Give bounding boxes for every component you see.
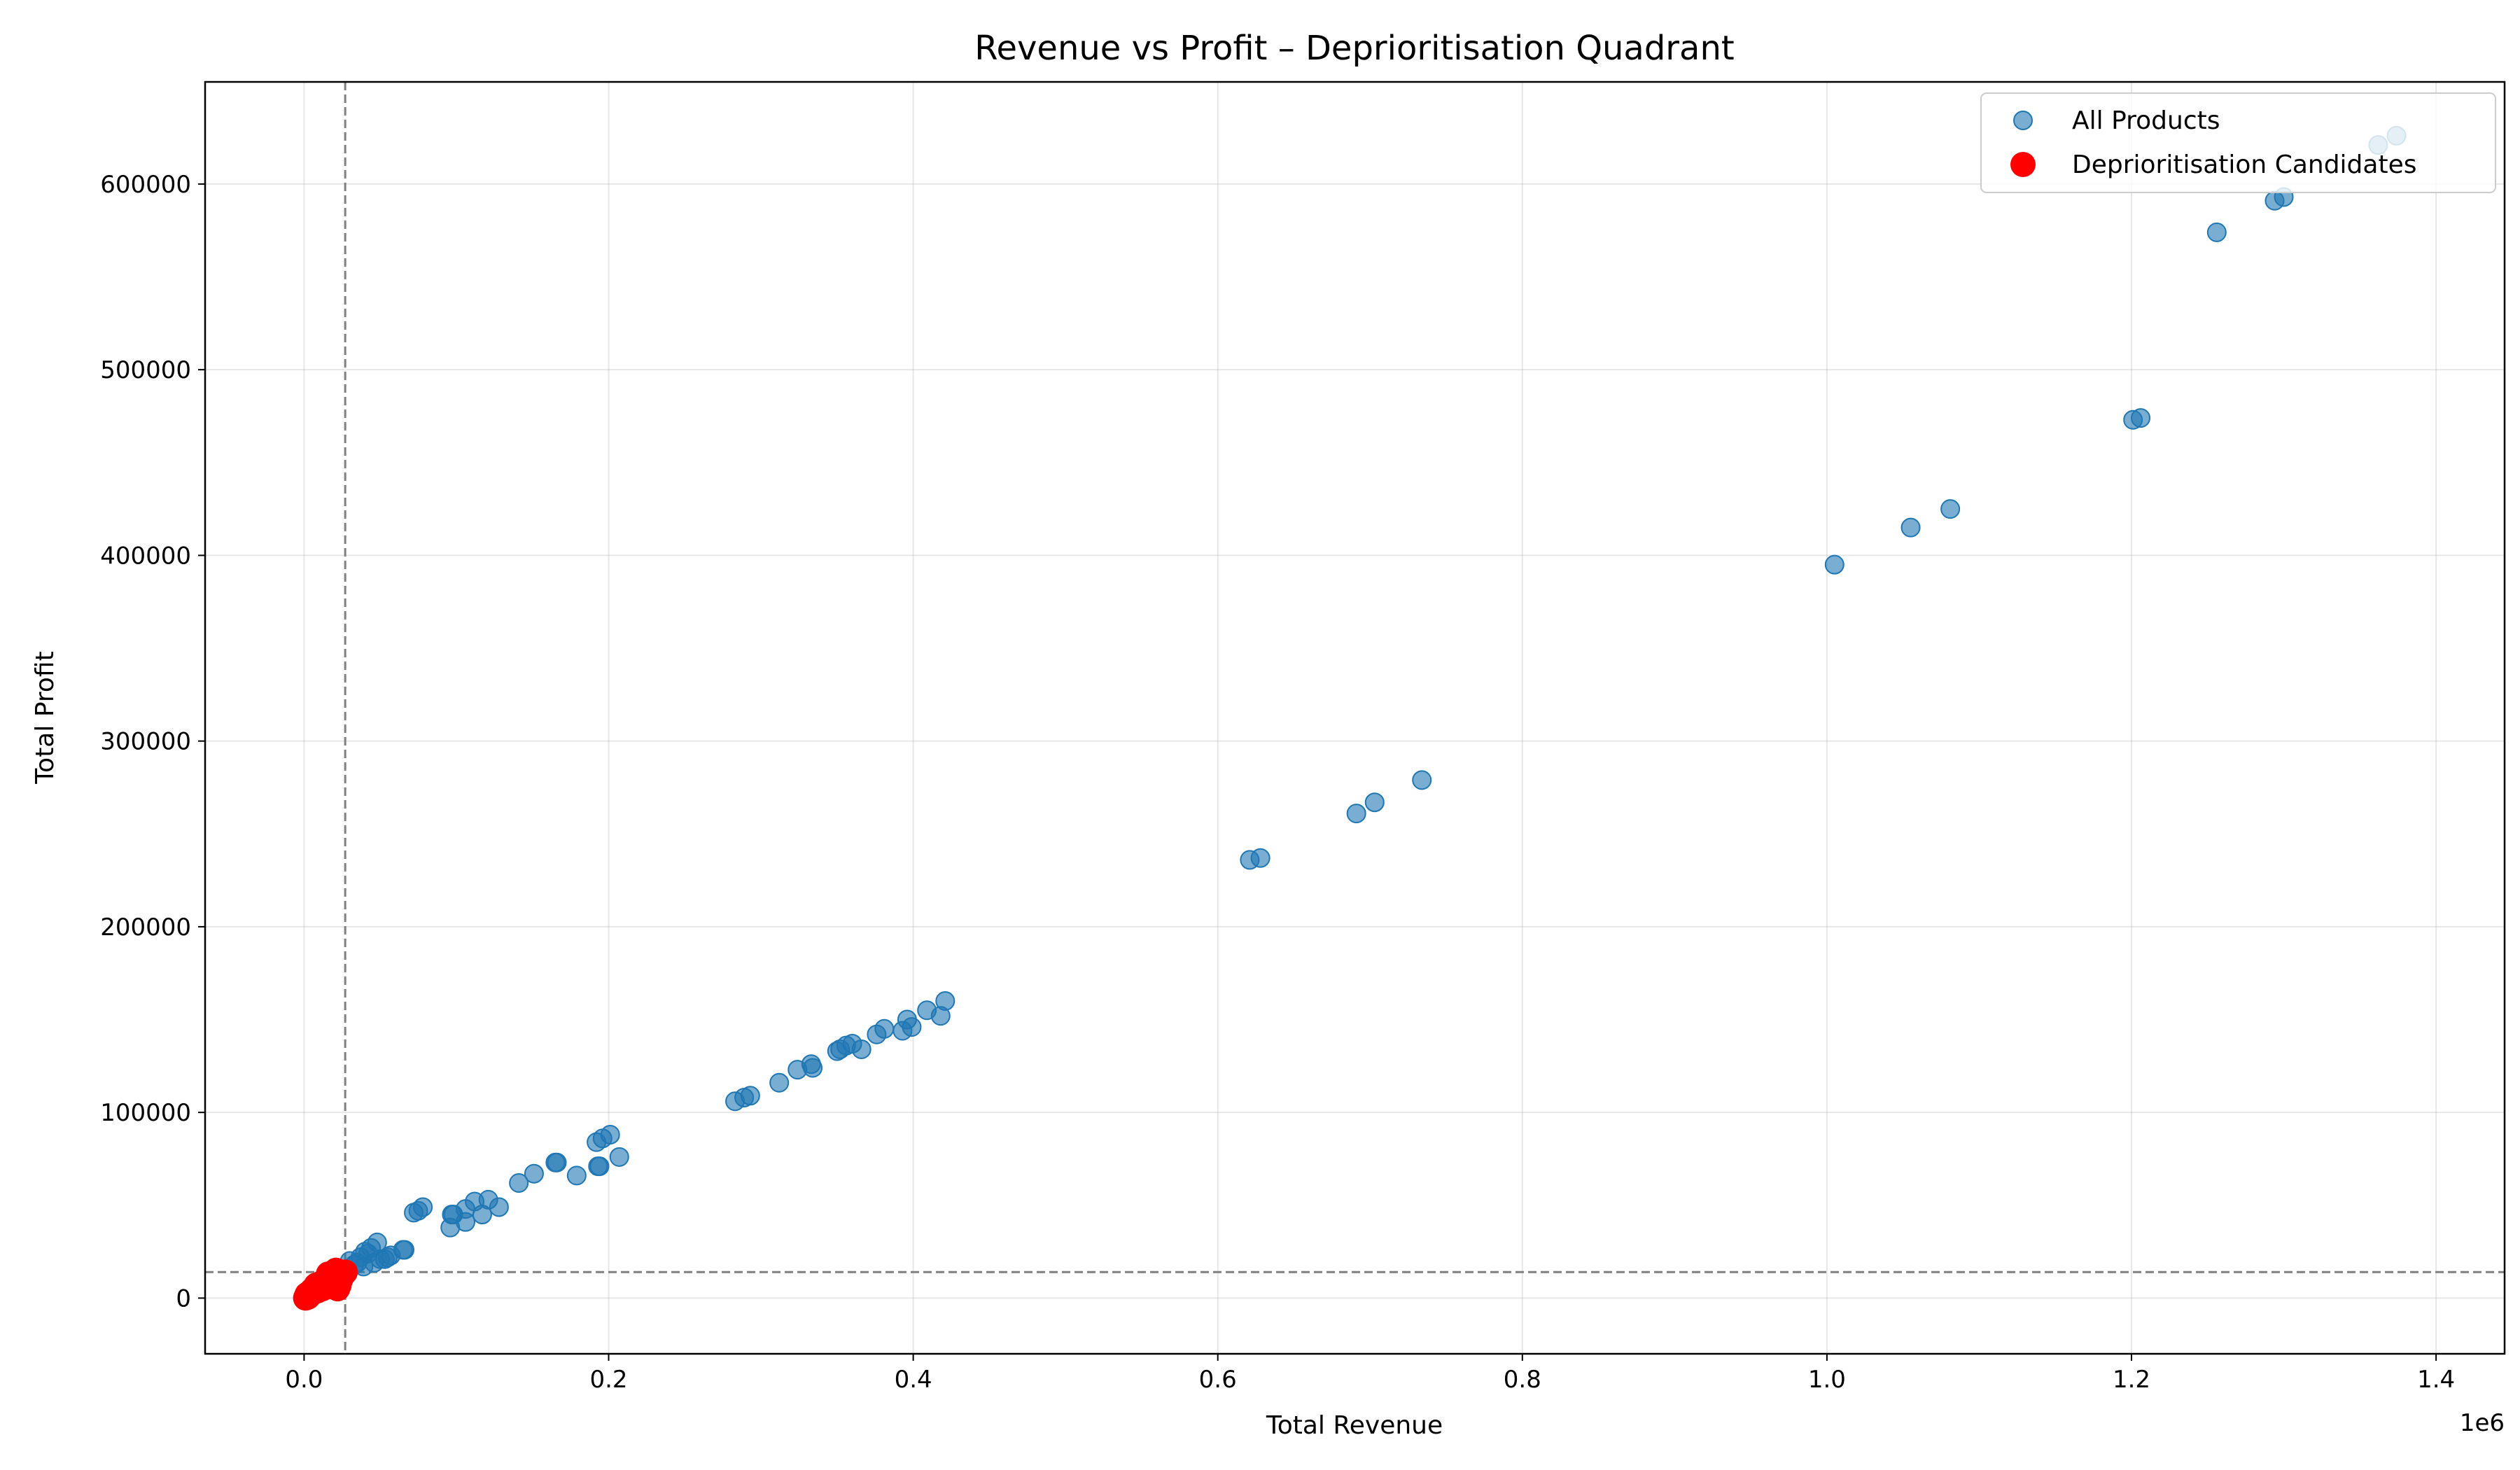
data-point-all-products: [1240, 850, 1260, 870]
x-tick-label: 0.4: [895, 1366, 932, 1394]
data-point-all-products: [867, 1024, 887, 1044]
x-axis-label: Total Revenue: [1266, 1411, 1443, 1440]
x-tick-label: 0.2: [589, 1366, 627, 1394]
data-point-all-products: [440, 1217, 461, 1238]
data-point-all-products: [1412, 770, 1432, 790]
y-tick-label: 400000: [100, 542, 191, 570]
data-point-all-products: [917, 1000, 937, 1021]
x-tick-label: 0.0: [285, 1366, 323, 1394]
chart-title: Revenue vs Profit – Deprioritisation Qua…: [974, 29, 1734, 68]
legend-marker-all-products: [2013, 111, 2033, 130]
y-tick-label: 100000: [100, 1099, 191, 1127]
y-tick-label: 200000: [100, 913, 191, 941]
data-point-all-products: [587, 1132, 607, 1152]
plot-frame: [204, 80, 2506, 1355]
data-point-all-products: [2206, 222, 2227, 242]
y-tick-label: 500000: [100, 356, 191, 384]
x-tick-label: 0.8: [1504, 1366, 1541, 1394]
data-point-all-products: [404, 1203, 424, 1223]
threshold-lines: [205, 82, 2505, 1354]
y-tick-label: 600000: [100, 171, 191, 199]
data-point-all-products: [2123, 410, 2143, 430]
data-point-all-products: [1364, 792, 1385, 813]
x-tick-label: 1.0: [1808, 1366, 1846, 1394]
data-point-all-products: [545, 1152, 566, 1172]
y-axis-label: Total Profit: [31, 651, 59, 784]
data-point-all-products: [827, 1041, 847, 1061]
data-point-all-products: [1346, 804, 1366, 824]
legend-label-all-products: All Products: [2072, 106, 2220, 135]
legend-marker-candidates: [2010, 152, 2036, 177]
x-tick-label: 0.6: [1199, 1366, 1237, 1394]
data-point-all-products: [725, 1091, 746, 1112]
data-point-all-products: [1900, 517, 1921, 538]
data-point-all-products: [609, 1147, 629, 1167]
data-point-all-products: [892, 1021, 913, 1041]
data-point-all-products: [2264, 190, 2285, 211]
x-tick-label: 1.4: [2417, 1366, 2455, 1394]
data-point-all-products: [566, 1166, 587, 1186]
data-point-all-products: [509, 1172, 529, 1193]
data-point-candidate: [293, 1285, 318, 1311]
data-point-all-products: [769, 1072, 790, 1093]
legend: All Products Deprioritisation Candidates: [1980, 92, 2496, 193]
data-point-all-products: [1824, 554, 1844, 575]
data-point-all-products: [524, 1163, 544, 1184]
data-point-all-products: [588, 1156, 608, 1177]
axis-ticks: 0.0 0.2 0.4 0.6 0.8 1.0 1.2 1.4 0 100000 200000 300…: [100, 171, 2455, 1394]
y-tick-label: 0: [176, 1284, 191, 1312]
y-tick-label: 300000: [100, 728, 191, 756]
legend-box: [1980, 92, 2496, 193]
grid: [205, 82, 2505, 1354]
legend-label-candidates: Deprioritisation Candidates: [2072, 150, 2417, 179]
x-offset-label: 1e6: [2460, 1409, 2505, 1437]
x-tick-label: 1.2: [2113, 1366, 2150, 1394]
data-point-all-products: [788, 1060, 808, 1080]
data-point-all-products: [1940, 499, 1961, 519]
